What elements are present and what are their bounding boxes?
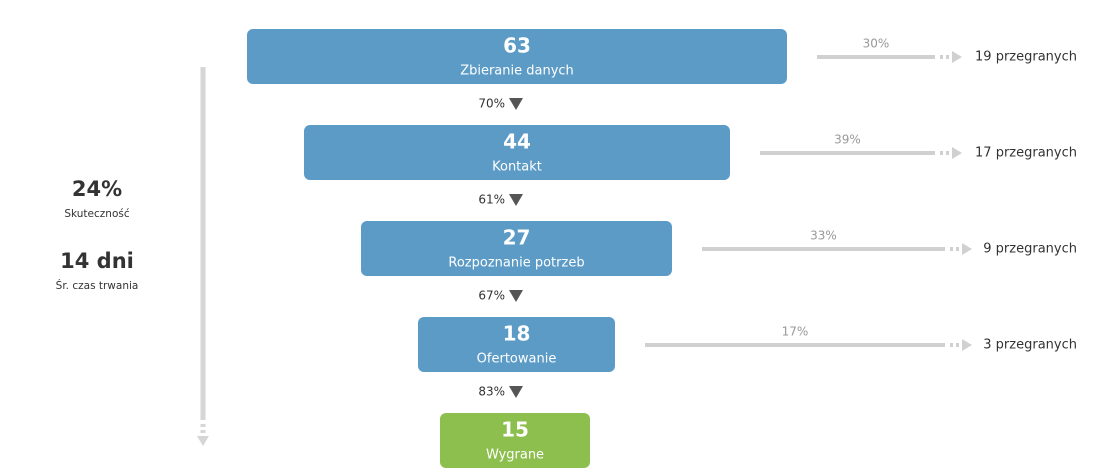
stage-count: 63 bbox=[503, 34, 531, 58]
lost-dot bbox=[956, 343, 959, 347]
conversion-arrow bbox=[509, 98, 523, 110]
lost-dot bbox=[950, 343, 953, 347]
stage-count: 18 bbox=[503, 322, 531, 346]
lost-dot bbox=[956, 247, 959, 251]
stage-box bbox=[304, 125, 730, 180]
rate: 24% bbox=[72, 177, 122, 201]
stage-box bbox=[418, 317, 615, 372]
lost-arrow bbox=[962, 339, 972, 351]
lost-count: 19 przegranych bbox=[975, 50, 1077, 65]
rate-label: Skuteczność bbox=[64, 208, 129, 220]
lost-arrow bbox=[952, 51, 962, 63]
stage-name: Kontakt bbox=[492, 160, 542, 175]
lost-percent: 39% bbox=[834, 133, 861, 147]
lost-arrow bbox=[952, 147, 962, 159]
lost-count: 9 przegranych bbox=[983, 242, 1077, 257]
duration: 14 dni bbox=[60, 249, 134, 273]
lost-dot bbox=[946, 151, 949, 155]
lost-dot bbox=[946, 55, 949, 59]
stage-count: 44 bbox=[503, 130, 531, 154]
lost-arrow bbox=[962, 243, 972, 255]
stage-box bbox=[247, 29, 787, 84]
lost-percent: 30% bbox=[863, 37, 890, 51]
timeline-arrow bbox=[197, 424, 209, 446]
conversion-arrow bbox=[509, 386, 523, 398]
won-box bbox=[440, 413, 590, 468]
stage-count: 15 bbox=[501, 418, 529, 442]
duration-label: Śr. czas trwania bbox=[56, 279, 139, 292]
conversion-arrow bbox=[509, 290, 523, 302]
lost-dot bbox=[950, 247, 953, 251]
lost-count: 3 przegranych bbox=[983, 338, 1077, 353]
lost-percent: 17% bbox=[782, 325, 809, 339]
lost-dot bbox=[940, 151, 943, 155]
conversion-rate: 61% bbox=[478, 193, 505, 207]
conversion-rate: 83% bbox=[478, 385, 505, 399]
conversion-rate: 70% bbox=[478, 97, 505, 111]
lost-percent: 33% bbox=[810, 229, 837, 243]
lost-count: 17 przegranych bbox=[975, 146, 1077, 161]
stage-box bbox=[361, 221, 672, 276]
lost-dot bbox=[940, 55, 943, 59]
stage-name: Zbieranie danych bbox=[460, 64, 574, 79]
conversion-arrow bbox=[509, 194, 523, 206]
stage-name: Rozpoznanie potrzeb bbox=[448, 256, 584, 271]
stage-count: 27 bbox=[503, 226, 531, 250]
conversion-rate: 67% bbox=[478, 289, 505, 303]
stage-name: Ofertowanie bbox=[477, 352, 557, 367]
stage-name: Wygrane bbox=[486, 448, 544, 463]
